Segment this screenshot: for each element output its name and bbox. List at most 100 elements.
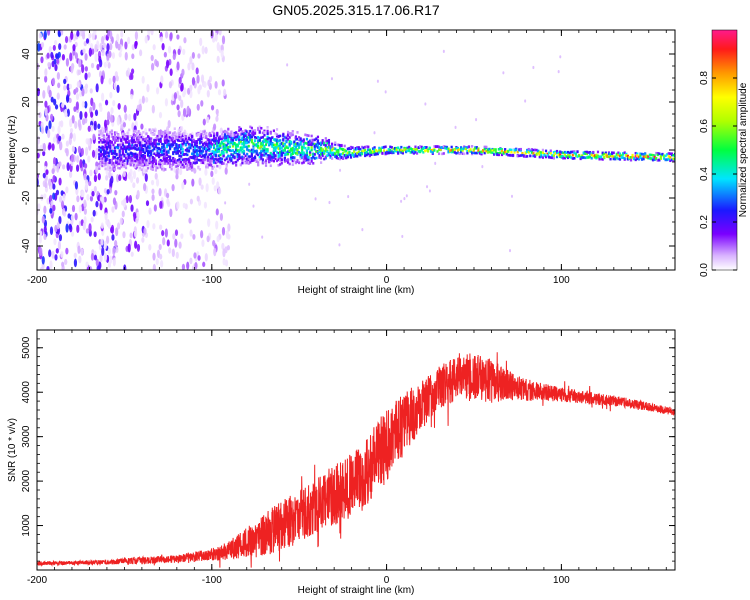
spectrogram-y-label: Frequency (Hz)	[7, 116, 18, 185]
heatmap-cell	[293, 144, 296, 148]
heatmap-cell	[170, 164, 173, 168]
heatmap-cell	[167, 139, 170, 143]
heatmap-cell	[121, 162, 124, 165]
heatmap-cell	[233, 141, 236, 145]
heatmap-cell	[538, 155, 541, 159]
heatmap-cell	[277, 155, 280, 159]
heatmap-cell	[40, 126, 45, 134]
heatmap-cell	[464, 146, 467, 149]
heatmap-cell	[359, 147, 362, 151]
heatmap-cell	[145, 161, 148, 164]
heatmap-cell	[216, 235, 220, 242]
heatmap-cell	[143, 183, 147, 192]
heatmap-cell	[162, 143, 165, 146]
heatmap-cell	[379, 149, 382, 153]
y-tick-label: 5000	[21, 336, 32, 359]
heatmap-cell	[159, 200, 163, 209]
heatmap-cell	[136, 244, 141, 252]
heatmap-cell	[286, 130, 290, 134]
heatmap-cell	[139, 152, 142, 156]
heatmap-cell	[164, 129, 167, 133]
heatmap-cell	[625, 153, 628, 157]
heatmap-cell	[173, 158, 176, 161]
heatmap-cell	[92, 209, 96, 217]
heatmap-cell	[379, 147, 382, 151]
heatmap-cell	[150, 54, 154, 62]
heatmap-cell	[106, 158, 109, 161]
heatmap-cell	[269, 158, 272, 161]
heatmap-cell	[318, 150, 321, 154]
heatmap-cell	[598, 157, 601, 161]
heatmap-cell	[111, 52, 116, 59]
heatmap-cell	[44, 107, 48, 116]
heatmap-cell	[359, 151, 362, 155]
heatmap-cell	[532, 65, 535, 70]
heatmap-cell	[187, 167, 191, 170]
heatmap-cell	[249, 129, 252, 133]
heatmap-cell	[118, 160, 121, 164]
heatmap-cell	[659, 157, 662, 160]
heatmap-cell	[261, 131, 264, 135]
heatmap-cell	[154, 164, 158, 168]
heatmap-cell	[242, 149, 246, 153]
heatmap-cell	[224, 129, 227, 133]
heatmap-cell	[450, 145, 453, 149]
heatmap-cell	[83, 208, 87, 215]
heatmap-cell	[63, 78, 67, 85]
heatmap-cell	[151, 165, 154, 168]
heatmap-cell	[162, 156, 165, 159]
heatmap-cell	[343, 148, 346, 152]
heatmap-cell	[162, 237, 166, 246]
heatmap-cell	[209, 134, 213, 137]
heatmap-cell	[71, 114, 75, 124]
heatmap-cell	[282, 144, 285, 148]
heatmap-cell	[44, 181, 48, 189]
heatmap-cell	[175, 168, 179, 177]
heatmap-cell	[48, 142, 52, 150]
heatmap-cell	[260, 136, 263, 139]
heatmap-cell	[131, 137, 134, 140]
heatmap-cell	[664, 154, 667, 158]
heatmap-cell	[110, 175, 114, 184]
heatmap-cell	[179, 168, 183, 176]
heatmap-cell	[607, 155, 611, 159]
heatmap-cell	[257, 161, 260, 164]
heatmap-cell	[571, 157, 574, 160]
heatmap-cell	[280, 153, 283, 157]
heatmap-cell	[131, 161, 134, 164]
heatmap-cell	[266, 132, 269, 136]
heatmap-cell	[131, 53, 135, 60]
heatmap-cell	[87, 125, 91, 132]
heatmap-cell	[293, 156, 296, 160]
heatmap-cell	[250, 157, 253, 160]
heatmap-cell	[48, 178, 52, 187]
heatmap-cell	[128, 162, 131, 165]
heatmap-cell	[126, 131, 129, 135]
heatmap-cell	[69, 127, 74, 134]
heatmap-cell	[109, 130, 112, 134]
heatmap-cell	[565, 155, 568, 158]
heatmap-cell	[134, 155, 137, 158]
heatmap-cell	[268, 140, 271, 144]
heatmap-cell	[275, 142, 279, 145]
heatmap-cell	[397, 151, 400, 154]
heatmap-cell	[582, 151, 585, 154]
heatmap-cell	[428, 146, 431, 150]
heatmap-cell	[193, 252, 197, 259]
heatmap-cell	[253, 135, 257, 139]
heatmap-cell	[150, 131, 153, 135]
heatmap-cell	[445, 147, 449, 151]
heatmap-cell	[110, 151, 113, 155]
heatmap-cell	[56, 72, 60, 80]
heatmap-cell	[285, 146, 288, 149]
heatmap-cell	[238, 140, 241, 143]
heatmap-cell	[57, 82, 61, 89]
heatmap-cell	[112, 257, 116, 267]
heatmap-cell	[213, 165, 216, 169]
heatmap-cell	[271, 142, 274, 146]
heatmap-cell	[463, 145, 466, 149]
heatmap-cell	[250, 132, 253, 135]
heatmap-cell	[110, 132, 113, 136]
heatmap-cell	[659, 153, 662, 157]
heatmap-cell	[133, 230, 138, 238]
